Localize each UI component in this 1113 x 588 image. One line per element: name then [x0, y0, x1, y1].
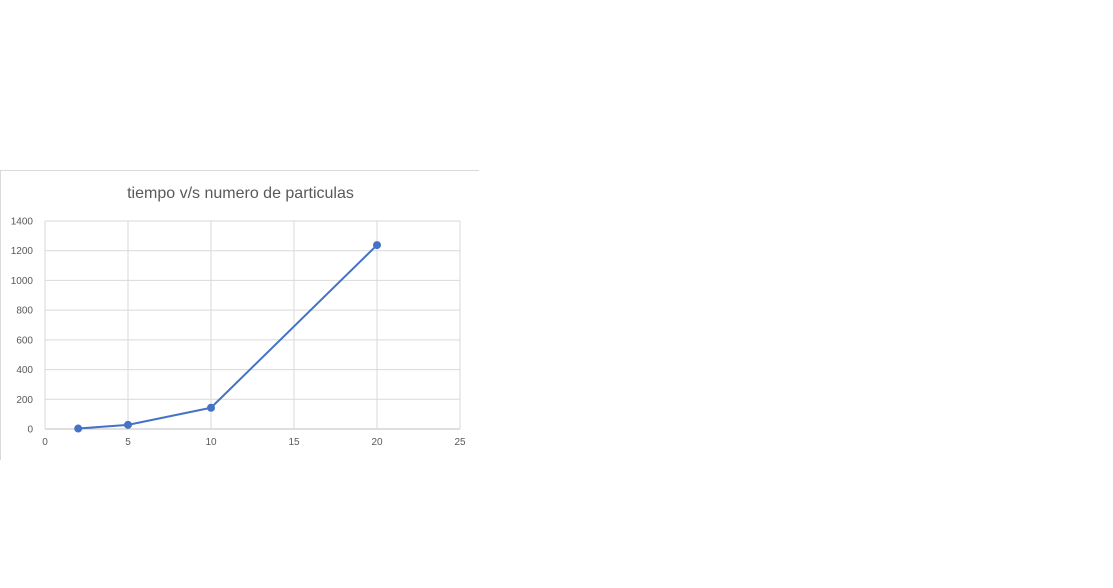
y-tick-label: 200 [16, 395, 33, 406]
data-point [74, 424, 83, 433]
data-point [373, 241, 381, 250]
chart-container: tiempo v/s numero de particulas 0 200 400 6… [0, 170, 479, 460]
data-point [124, 420, 132, 429]
x-tick-label: 0 [42, 437, 48, 448]
x-tick-label: 25 [454, 437, 466, 448]
y-tick-label: 600 [16, 335, 33, 346]
x-tick-label: 15 [288, 437, 300, 448]
chart-title: tiempo v/s numero de particulas [127, 185, 354, 202]
y-tick-label: 0 [27, 425, 33, 436]
y-tick-label: 1200 [11, 246, 34, 257]
data-point [207, 403, 215, 412]
series-line [78, 244, 378, 430]
y-tick-label: 1000 [11, 276, 34, 287]
x-tick-label: 5 [125, 437, 131, 448]
x-tick-label: 20 [371, 437, 383, 448]
y-tick-label: 400 [16, 365, 33, 376]
y-tick-label: 1400 [11, 217, 34, 228]
chart-plot: 0 200 400 600 800 1000 1200 1400 0 5 10 15 20 25 [11, 217, 466, 449]
y-tick-label: 800 [16, 306, 33, 317]
x-tick-label: 10 [205, 437, 217, 448]
